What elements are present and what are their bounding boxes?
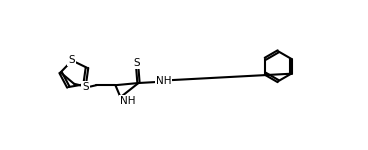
Text: S: S <box>68 55 75 65</box>
Text: NH: NH <box>120 96 135 106</box>
Text: S: S <box>134 58 141 68</box>
Text: S: S <box>82 82 89 92</box>
Text: NH: NH <box>156 76 171 86</box>
